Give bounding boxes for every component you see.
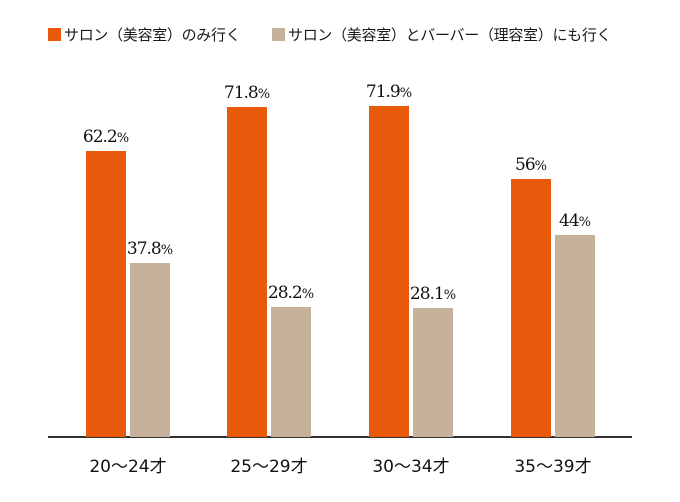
category-label: 20〜24才 [89, 457, 167, 477]
percent-sign: % [301, 287, 315, 303]
value-label: 37.8% [115, 239, 185, 259]
legend-label: サロン（美容室）のみ行く [64, 25, 241, 44]
value-number: 56 [515, 155, 536, 176]
legend-item-salon-only: サロン（美容室）のみ行く [48, 25, 241, 44]
percent-sign: % [578, 214, 591, 230]
value-number: 28.2 [267, 283, 303, 304]
bar-salon-and-barber [555, 234, 595, 437]
bar-salon-only [369, 106, 409, 437]
percent-sign: % [257, 86, 271, 102]
category-label: 35〜39才 [514, 457, 592, 477]
bar-salon-and-barber [413, 307, 453, 437]
value-number: 71.8 [223, 82, 259, 103]
legend-label: サロン（美容室）とバーバー（理容室）にも行く [288, 25, 612, 44]
bar-salon-and-barber [130, 263, 170, 437]
value-label: 56% [496, 155, 566, 175]
bar-salon-only [227, 106, 267, 437]
value-number: 62.2 [82, 126, 118, 147]
value-number: 28.1 [409, 283, 445, 304]
bar-salon-and-barber [271, 307, 311, 437]
value-label: 28.1% [398, 284, 468, 304]
percent-sign: % [160, 243, 174, 259]
value-label: 44% [540, 211, 610, 231]
x-axis-line [48, 436, 632, 438]
legend-swatch-orange [48, 27, 61, 41]
bar-salon-only [86, 150, 126, 437]
category-label: 30〜34才 [372, 457, 450, 477]
value-number: 44 [559, 210, 580, 231]
legend-swatch-beige [272, 27, 285, 41]
value-label: 62.2% [71, 127, 141, 147]
percent-sign: % [399, 86, 413, 102]
percent-sign: % [443, 287, 457, 303]
value-label: 28.2% [256, 283, 326, 303]
value-number: 37.8 [126, 239, 162, 260]
value-number: 71.9 [365, 82, 401, 103]
value-label: 71.8% [212, 83, 282, 103]
percent-sign: % [534, 159, 547, 175]
percent-sign: % [116, 130, 130, 146]
value-label: 71.9% [354, 82, 424, 102]
category-label: 25〜29才 [230, 457, 308, 477]
bar-salon-only [511, 179, 551, 437]
legend-item-salon-and-barber: サロン（美容室）とバーバー（理容室）にも行く [272, 25, 612, 44]
